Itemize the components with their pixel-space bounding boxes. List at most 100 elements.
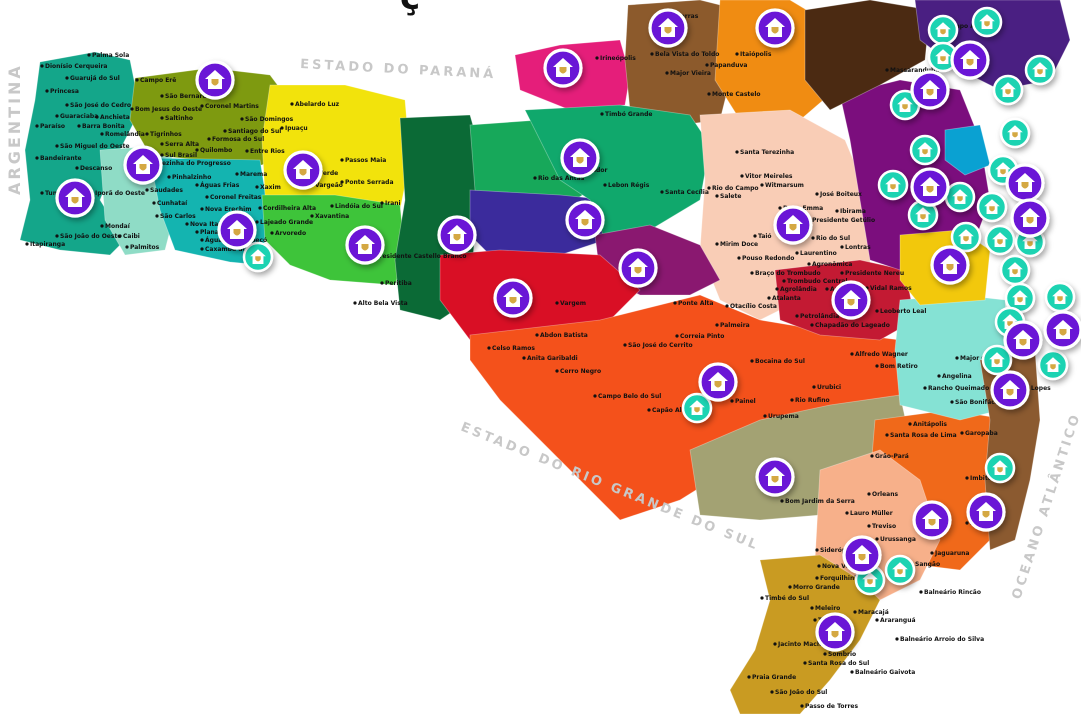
secondary-location-marker[interactable] — [1044, 281, 1076, 313]
town: Romelândia — [100, 131, 145, 138]
secondary-location-marker[interactable] — [884, 554, 916, 586]
primary-location-marker[interactable] — [493, 278, 533, 318]
primary-location-marker[interactable] — [560, 138, 600, 178]
primary-location-marker[interactable] — [1003, 320, 1043, 360]
town-label: Araranguá — [880, 617, 916, 624]
town: Ponte Serrada — [340, 179, 394, 186]
region-29[interactable] — [944, 124, 991, 176]
secondary-location-marker[interactable] — [944, 181, 976, 213]
town: Araranguá — [875, 617, 916, 624]
town-dot — [125, 245, 129, 249]
primary-location-marker[interactable] — [910, 167, 950, 207]
town-label: Treviso — [872, 523, 896, 530]
primary-location-marker[interactable] — [815, 612, 855, 652]
secondary-location-marker[interactable] — [981, 344, 1013, 376]
town-dot — [930, 551, 934, 555]
town-dot — [340, 158, 344, 162]
town-label: Alfredo Wagner — [855, 351, 908, 358]
town-label: São Bernardino — [165, 93, 217, 100]
town-dot — [650, 52, 654, 56]
primary-location-marker[interactable] — [565, 200, 605, 240]
town-dot — [800, 704, 804, 708]
primary-location-marker[interactable] — [842, 535, 882, 575]
town: Xaxim — [255, 184, 281, 191]
town-dot — [535, 333, 539, 337]
town-label: Dionísio Cerqueira — [45, 63, 107, 70]
town-dot — [675, 334, 679, 338]
primary-location-marker[interactable] — [217, 210, 257, 250]
primary-location-marker[interactable] — [1005, 163, 1045, 203]
secondary-location-marker[interactable] — [971, 6, 1003, 38]
town-dot — [195, 148, 199, 152]
primary-location-marker[interactable] — [990, 370, 1030, 410]
town-label: Laurentino — [800, 250, 837, 257]
town: Laurentino — [795, 250, 837, 257]
secondary-location-marker[interactable] — [984, 452, 1016, 484]
primary-location-marker[interactable] — [910, 70, 950, 110]
primary-location-marker[interactable] — [195, 60, 235, 100]
secondary-location-marker[interactable] — [242, 241, 274, 273]
town: Tigrinhos — [145, 131, 182, 138]
town: Massaranduba — [885, 67, 939, 74]
primary-location-marker[interactable] — [755, 8, 795, 48]
town-dot — [803, 661, 807, 665]
town: Timbó Grande — [600, 111, 652, 118]
secondary-location-marker[interactable] — [927, 14, 959, 46]
secondary-location-marker[interactable] — [907, 199, 939, 231]
town: Entre Rios — [245, 148, 285, 155]
primary-location-marker[interactable] — [966, 492, 1006, 532]
primary-location-marker[interactable] — [930, 245, 970, 285]
town-label: Guaraciaba — [60, 113, 98, 120]
primary-location-marker[interactable] — [618, 248, 658, 288]
secondary-location-marker[interactable] — [1024, 54, 1056, 86]
primary-location-marker[interactable] — [1010, 198, 1050, 238]
town: Coronel Martins — [200, 103, 259, 110]
secondary-location-marker[interactable] — [999, 254, 1031, 286]
region-1[interactable] — [19, 51, 141, 256]
town: Itaiópolis — [735, 51, 772, 58]
primary-location-marker[interactable] — [543, 48, 583, 88]
secondary-location-marker[interactable] — [681, 392, 713, 424]
secondary-location-marker[interactable] — [1037, 349, 1069, 381]
primary-location-marker[interactable] — [437, 215, 477, 255]
primary-location-marker[interactable] — [755, 457, 795, 497]
town-label: Agronômica — [812, 261, 852, 268]
primary-location-marker[interactable] — [648, 8, 688, 48]
town: Leoberto Leal — [875, 308, 926, 315]
shield-icon — [581, 219, 589, 226]
secondary-location-marker[interactable] — [950, 221, 982, 253]
primary-location-marker[interactable] — [912, 500, 952, 540]
town-dot — [730, 399, 734, 403]
town-dot — [40, 191, 44, 195]
primary-location-marker[interactable] — [698, 362, 738, 402]
primary-location-marker[interactable] — [345, 225, 385, 265]
primary-location-marker[interactable] — [283, 150, 323, 190]
primary-location-marker[interactable] — [1043, 310, 1081, 350]
region-20[interactable] — [804, 0, 931, 111]
town-dot — [853, 610, 857, 614]
town-dot — [937, 374, 941, 378]
primary-location-marker[interactable] — [831, 280, 871, 320]
secondary-location-marker[interactable] — [877, 169, 909, 201]
secondary-location-marker[interactable] — [984, 224, 1016, 256]
region-13[interactable] — [524, 104, 711, 241]
primary-location-marker[interactable] — [123, 145, 163, 185]
secondary-location-marker[interactable] — [992, 74, 1024, 106]
secondary-location-marker[interactable] — [909, 134, 941, 166]
primary-location-marker[interactable] — [55, 178, 95, 218]
secondary-location-marker[interactable] — [976, 191, 1008, 223]
town-dot — [812, 385, 816, 389]
town: Caxambu do Sul — [200, 246, 259, 253]
town: Anita Garibaldi — [522, 355, 578, 362]
town-label: Braço do Trombudo — [755, 270, 821, 277]
primary-location-marker[interactable] — [773, 205, 813, 245]
shield-icon — [694, 407, 700, 413]
town-dot — [160, 116, 164, 120]
town-label: Anita Garibaldi — [527, 355, 578, 362]
primary-location-marker[interactable] — [950, 40, 990, 80]
secondary-location-marker[interactable] — [999, 117, 1031, 149]
town-dot — [895, 637, 899, 641]
town-label: Coronel Freitas — [210, 194, 262, 201]
town-label: Santa Terezinha — [740, 149, 794, 156]
region-24[interactable] — [729, 554, 881, 714]
